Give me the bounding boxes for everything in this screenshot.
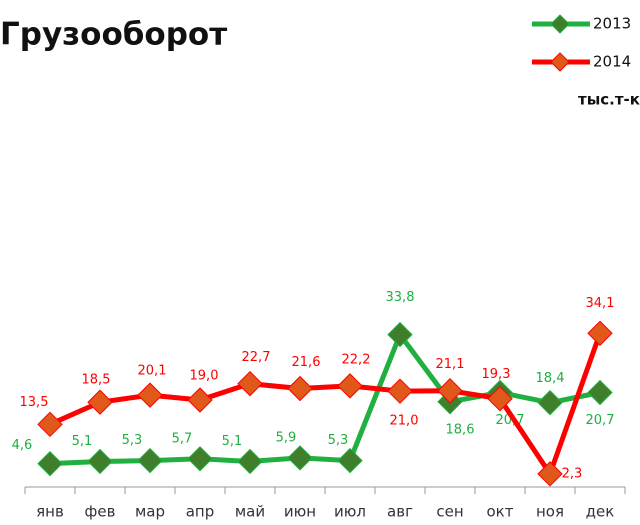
data-label: 4,6 <box>12 438 33 453</box>
data-label: 21,0 <box>390 414 419 429</box>
marker <box>537 461 563 487</box>
marker <box>187 446 213 472</box>
series-line <box>48 332 603 477</box>
marker <box>87 389 113 415</box>
data-label: 13,5 <box>20 395 49 410</box>
x-tick-label: апр <box>186 503 215 521</box>
legend-label: 2013 <box>593 15 631 33</box>
marker <box>387 378 413 404</box>
x-tick-label: июл <box>334 503 366 521</box>
data-label: 5,1 <box>222 434 243 449</box>
marker <box>587 379 613 406</box>
marker <box>387 321 413 348</box>
x-tick-label: сен <box>436 503 463 521</box>
marker <box>37 450 63 477</box>
marker <box>137 382 163 408</box>
chart-title: Грузооборот <box>0 17 227 53</box>
data-label: 33,8 <box>386 290 415 305</box>
data-label: 18,5 <box>82 373 111 388</box>
marker <box>37 411 63 438</box>
data-label: 20,7 <box>586 413 615 428</box>
x-tick-label: дек <box>586 503 615 521</box>
x-tick-label: фев <box>85 503 116 521</box>
marker <box>287 445 313 471</box>
marker <box>237 448 263 475</box>
data-label: 5,1 <box>72 434 93 449</box>
data-label: 2,3 <box>562 466 583 481</box>
marker <box>137 447 163 474</box>
marker <box>237 370 263 397</box>
x-tick-label: июн <box>284 503 316 521</box>
data-label: 21,6 <box>292 355 321 370</box>
data-label: 22,2 <box>342 352 371 367</box>
x-tick-label: янв <box>36 503 64 521</box>
unit-label: тыс.т-км <box>578 91 640 109</box>
marker <box>537 389 563 416</box>
data-label: 18,6 <box>446 422 475 437</box>
legend-label: 2014 <box>593 53 631 71</box>
x-tick-label: окт <box>487 503 514 521</box>
x-tick-label: мар <box>135 503 165 521</box>
data-label: 19,0 <box>190 369 219 384</box>
data-label: 22,7 <box>242 350 271 365</box>
marker <box>187 387 213 413</box>
data-label: 20,1 <box>138 364 167 379</box>
marker <box>437 378 463 404</box>
data-label: 34,1 <box>586 296 615 311</box>
data-label: 5,7 <box>172 431 193 446</box>
marker <box>337 447 363 474</box>
data-label: 5,9 <box>276 430 297 445</box>
data-label: 5,3 <box>122 433 143 448</box>
data-label: 19,3 <box>482 367 511 382</box>
legend-marker <box>550 52 570 72</box>
marker <box>287 375 313 402</box>
data-label: 21,1 <box>436 357 465 372</box>
x-tick-label: май <box>235 503 265 521</box>
marker <box>487 385 513 412</box>
marker <box>87 448 113 475</box>
marker <box>587 320 613 346</box>
data-label: 18,4 <box>536 371 565 386</box>
data-label: 5,3 <box>328 433 349 448</box>
legend-marker <box>550 14 570 34</box>
marker <box>337 373 363 399</box>
x-tick-label: авг <box>387 503 413 521</box>
x-tick-label: ноя <box>536 503 564 521</box>
